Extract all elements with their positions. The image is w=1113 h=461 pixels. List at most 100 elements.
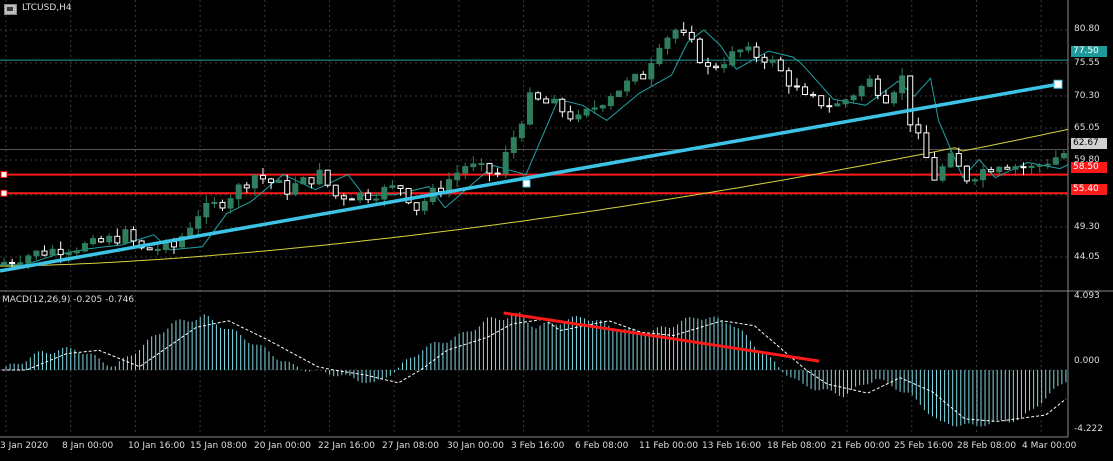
candle-body <box>834 103 841 107</box>
candle-body <box>567 111 574 120</box>
candle-body <box>761 56 768 63</box>
candle-body <box>98 238 105 243</box>
candle-body <box>996 166 1003 173</box>
candle-body <box>251 174 258 189</box>
candle-body <box>1004 166 1011 170</box>
candle-body <box>899 75 906 94</box>
candle-body <box>340 195 347 200</box>
candle-body <box>923 132 930 159</box>
candle-body <box>955 153 962 167</box>
candle-body <box>1036 164 1043 167</box>
candle-body <box>680 29 687 33</box>
candle-body <box>494 172 501 175</box>
candle-body <box>939 166 946 181</box>
support-handle <box>0 189 8 197</box>
candle-body <box>170 241 177 248</box>
candle-body <box>729 51 736 66</box>
candle-body <box>332 184 339 197</box>
time-tick: 27 Jan 08:00 <box>382 441 439 451</box>
candle-body <box>154 249 161 252</box>
candle-body <box>510 137 517 153</box>
candle-body <box>470 163 477 168</box>
candle-body <box>1020 166 1027 169</box>
candle-body <box>947 153 954 168</box>
candle-body <box>316 169 323 185</box>
time-tick: 30 Jan 00:00 <box>447 441 504 451</box>
candle-body <box>721 64 728 69</box>
candle-body <box>882 94 889 104</box>
candle-body <box>478 163 485 166</box>
candle-body <box>502 151 509 175</box>
candle-body <box>373 198 380 201</box>
price-tick: 75.55 <box>1074 58 1100 68</box>
time-tick: 4 Mar 00:00 <box>1022 441 1077 451</box>
candle-body <box>583 108 590 116</box>
candle-body <box>454 172 461 181</box>
candle-body <box>672 29 679 39</box>
candle-body <box>1 261 8 266</box>
candle-body <box>988 169 995 173</box>
candle-body <box>971 179 978 182</box>
symbol-window-icon <box>4 4 17 15</box>
candle-body <box>575 114 582 120</box>
candle-body <box>211 201 218 205</box>
candle-body <box>818 95 825 107</box>
price-tick: 59.80 <box>1074 155 1100 165</box>
candle-body <box>551 98 558 104</box>
candle-body <box>146 247 153 251</box>
candle-body <box>243 184 250 189</box>
time-tick: 11 Feb 00:00 <box>639 441 699 451</box>
candle-body <box>114 235 121 244</box>
time-tick: 3 Feb 16:00 <box>511 441 565 451</box>
candle-body <box>235 184 242 200</box>
candle-body <box>486 163 493 174</box>
candle-body <box>907 75 914 126</box>
candle-body <box>648 63 655 80</box>
candle-body <box>1044 163 1051 166</box>
candle-body <box>284 180 291 195</box>
candle-body <box>599 105 606 109</box>
candle-body <box>81 243 88 252</box>
candle-body <box>348 198 355 201</box>
candle-body <box>963 165 970 182</box>
candle-body <box>518 123 525 139</box>
resistance-price-tag: 77.50 <box>1071 46 1107 57</box>
candle-body <box>1052 157 1059 165</box>
candle-body <box>664 37 671 49</box>
candle-body <box>931 157 938 181</box>
time-tick: 3 Jan 2020 <box>0 441 49 451</box>
candle-body <box>713 65 720 69</box>
candle-body <box>276 180 283 184</box>
upper-support-price-tag: 58.50 <box>1071 162 1107 173</box>
macd-signal-line <box>2 318 1067 422</box>
candle-body <box>607 96 614 107</box>
candle-body <box>179 235 186 248</box>
candle-body <box>769 59 776 63</box>
candle-body <box>381 186 388 200</box>
candle-body <box>219 201 226 209</box>
candle-body <box>688 31 695 40</box>
candle-body <box>1060 153 1067 159</box>
candle-body <box>33 250 40 257</box>
candle-body <box>9 261 16 264</box>
candle-body <box>90 238 97 245</box>
candle-body <box>559 98 566 113</box>
candle-body <box>858 85 865 97</box>
candle-body <box>25 255 32 264</box>
candle-body <box>826 105 833 108</box>
candle-body <box>65 252 72 256</box>
candle-body <box>1028 165 1035 169</box>
time-tick: 6 Feb 08:00 <box>575 441 629 451</box>
candle-body <box>866 78 873 87</box>
candle-body <box>842 99 849 105</box>
candle-body <box>268 178 275 184</box>
price-tick: 65.05 <box>1074 123 1100 133</box>
price-tick: 44.05 <box>1074 252 1100 262</box>
current-price-tag: 62.67 <box>1071 138 1107 149</box>
candle-body <box>57 248 64 256</box>
candle-body <box>850 95 857 101</box>
candle-body <box>259 174 266 180</box>
candle-body <box>41 250 48 256</box>
